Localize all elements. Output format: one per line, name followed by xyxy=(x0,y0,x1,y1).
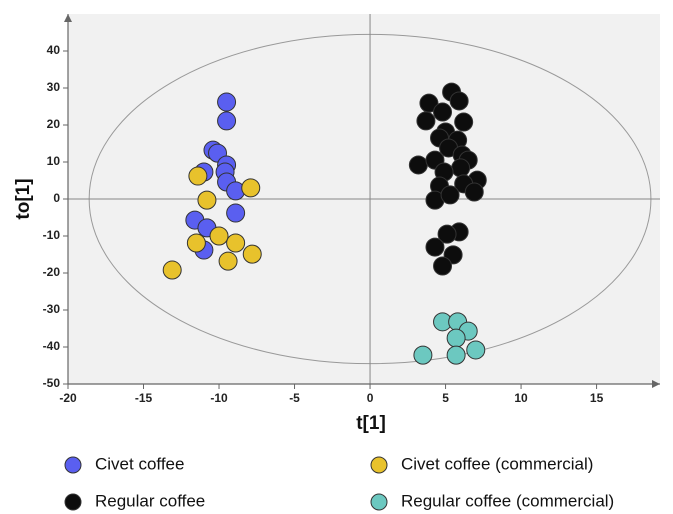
y-axis-title: to[1] xyxy=(13,178,34,219)
point xyxy=(416,111,436,131)
legend-marker xyxy=(370,456,388,474)
y-tick-label: 0 xyxy=(53,191,60,205)
point xyxy=(241,178,261,198)
point xyxy=(226,233,246,253)
y-tick-label: -30 xyxy=(43,302,61,316)
point xyxy=(186,233,206,253)
point xyxy=(433,102,453,122)
x-tick-label: 15 xyxy=(590,391,604,405)
point xyxy=(217,92,237,112)
point xyxy=(218,251,238,271)
legend-label: Civet coffee xyxy=(95,454,184,473)
y-tick-label: -10 xyxy=(43,228,61,242)
y-tick-label: 40 xyxy=(47,43,61,57)
point xyxy=(449,91,469,111)
y-tick-label: 10 xyxy=(47,154,61,168)
y-tick-label: 20 xyxy=(47,117,61,131)
y-tick-label: -20 xyxy=(43,265,61,279)
point xyxy=(466,340,486,360)
y-axis-arrow xyxy=(64,14,72,22)
point xyxy=(188,166,208,186)
point xyxy=(425,237,445,257)
y-tick-label: -40 xyxy=(43,339,61,353)
point xyxy=(446,345,466,365)
point xyxy=(242,244,262,264)
point xyxy=(433,256,453,276)
point xyxy=(440,185,460,205)
y-tick-label: -50 xyxy=(43,376,61,390)
legend-marker xyxy=(64,456,82,474)
x-axis-title: t[1] xyxy=(356,413,386,434)
x-tick-label: -10 xyxy=(210,391,228,405)
point xyxy=(408,155,428,175)
legend-label: Regular coffee (commercial) xyxy=(401,491,614,510)
x-tick-label: 0 xyxy=(367,391,374,405)
point xyxy=(209,226,229,246)
point xyxy=(446,328,466,348)
point xyxy=(454,112,474,132)
point xyxy=(197,190,217,210)
legend-label: Civet coffee (commercial) xyxy=(401,454,593,473)
point xyxy=(413,345,433,365)
x-tick-label: -15 xyxy=(135,391,153,405)
legend-label: Regular coffee xyxy=(95,491,205,510)
legend-marker xyxy=(370,493,388,511)
point xyxy=(162,260,182,280)
x-tick-label: -5 xyxy=(289,391,300,405)
point xyxy=(217,111,237,131)
point xyxy=(464,182,484,202)
x-tick-label: 10 xyxy=(514,391,528,405)
point xyxy=(437,224,457,244)
point xyxy=(226,203,246,223)
x-tick-label: 5 xyxy=(442,391,449,405)
x-tick-label: -20 xyxy=(59,391,77,405)
y-tick-label: 30 xyxy=(47,80,61,94)
point xyxy=(451,158,471,178)
x-axis-arrow xyxy=(652,380,660,388)
legend-marker xyxy=(64,493,82,511)
